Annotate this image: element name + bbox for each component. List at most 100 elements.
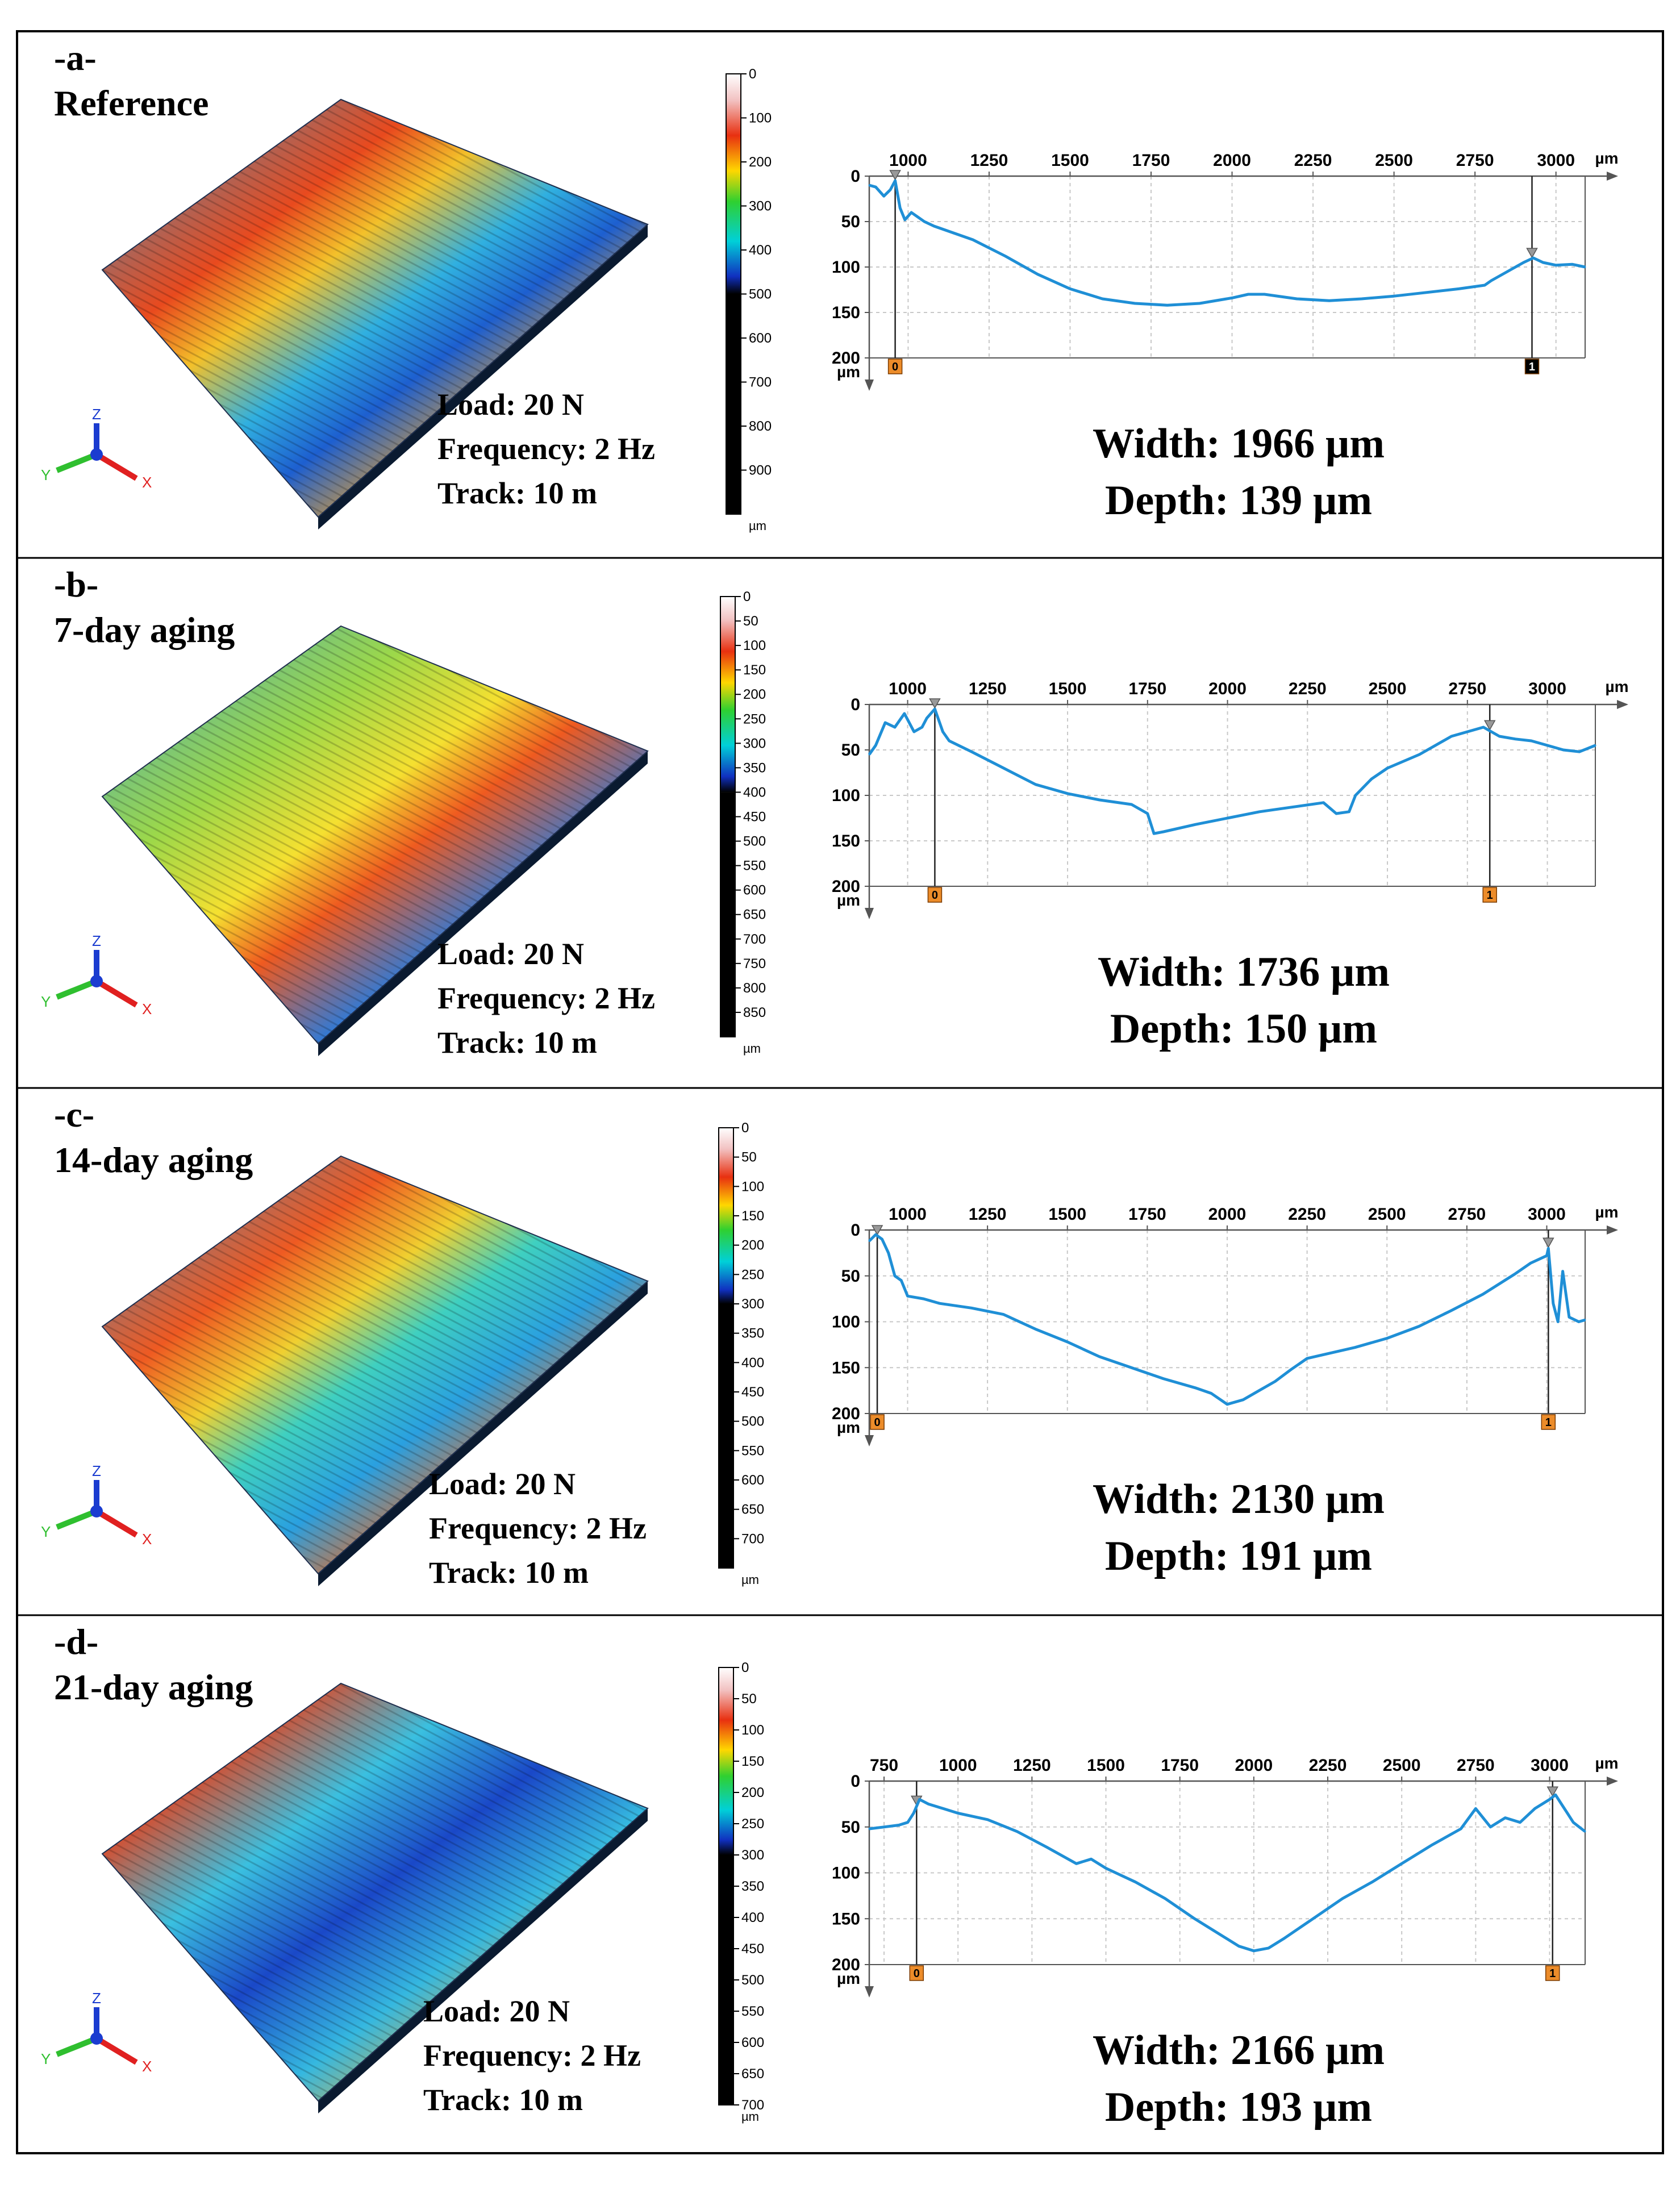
- panel-letter: -b-: [54, 564, 98, 604]
- surface-texture: [102, 1683, 648, 2101]
- profile-point: [1075, 1862, 1077, 1865]
- colorbar-tick-label: 50: [741, 1150, 757, 1165]
- profile-point: [1045, 1846, 1048, 1848]
- x-axis-arrowhead: [1617, 700, 1628, 709]
- colorbar-colored: [719, 1128, 733, 1304]
- axis-origin: [90, 1505, 103, 1517]
- test-parameter: Track: 10 m: [429, 1556, 589, 1590]
- colorbar-tick-label: 100: [741, 1179, 764, 1194]
- profile-point: [1162, 1378, 1164, 1380]
- profile-point: [1546, 744, 1549, 747]
- profile-point: [919, 1798, 921, 1800]
- y-tick-label: 0: [851, 1772, 860, 1791]
- colorbar-unit: µm: [749, 519, 766, 533]
- x-tick-label: 1500: [1048, 1205, 1086, 1224]
- profile-marker[interactable]: 1: [1541, 1230, 1556, 1430]
- profile-point: [1562, 1270, 1564, 1273]
- marker-badge-label: 0: [914, 1967, 920, 1980]
- colorbar-tick-label: 250: [741, 1816, 764, 1832]
- axis-origin: [90, 448, 103, 461]
- profile-point: [1529, 1262, 1532, 1264]
- colorbar-tick-label: 700: [743, 932, 766, 947]
- y-tick-label: 50: [841, 741, 860, 760]
- profile-point: [898, 1824, 900, 1827]
- surface-texture: [102, 1156, 648, 1574]
- profile-marker[interactable]: 1: [1482, 704, 1497, 903]
- panel-title: 21-day aging: [54, 1667, 253, 1707]
- colorbar-tick-label: 50: [743, 614, 758, 629]
- colorbar: 0 50 100 150 200 250 300 350 400 450 500 550 600 650 7…: [718, 1120, 764, 1587]
- profile-point: [1135, 1881, 1137, 1883]
- profile-point: [1489, 1826, 1491, 1828]
- marker-badge-label: 0: [892, 361, 898, 373]
- profile-point: [939, 1302, 941, 1304]
- z-axis-label: Z: [92, 932, 101, 949]
- profile-marker[interactable]: 0: [887, 170, 903, 374]
- y-axis-label: Y: [41, 2050, 51, 2067]
- y-axis-arrow: [56, 2036, 98, 2057]
- y-tick-label: 200: [832, 1955, 860, 1974]
- panel-letter: -c-: [54, 1094, 94, 1135]
- marker-triangle: [1543, 1237, 1554, 1248]
- x-axis-arrow: [95, 1508, 138, 1538]
- colorbar-tick-label: 200: [743, 687, 766, 702]
- colorbar-tick-label: 400: [749, 243, 772, 258]
- profile-point: [1584, 1319, 1586, 1321]
- y-tick-label: 150: [832, 303, 860, 322]
- surface-texture: [102, 99, 648, 517]
- marker-badge: [909, 1965, 924, 1981]
- x-tick-label: 1500: [1049, 679, 1087, 698]
- x-tick-label: 2500: [1369, 679, 1407, 698]
- x-tick-label: 1250: [1013, 1756, 1051, 1775]
- profile-point: [1282, 1938, 1285, 1940]
- profile-chart: 1000 1250 1500 1750 2000 2250 2500 2750 3000 µm05…: [832, 149, 1619, 391]
- profile-marker[interactable]: 0: [927, 698, 943, 903]
- profile-marker[interactable]: 1: [1545, 1781, 1560, 1981]
- panel-b: -b- 7-day aging Z Y X Load: 20 N Frequency: 2 …: [17, 557, 1663, 1060]
- colorbar-tick-label: 500: [743, 834, 766, 849]
- profile-marker[interactable]: 1: [1524, 176, 1540, 374]
- x-axis-label: X: [142, 2058, 152, 2075]
- colorbar-tick-label: 450: [743, 810, 766, 825]
- profile-chart: 1000 1250 1500 1750 2000 2250 2500 2750 3000 µm05…: [832, 1203, 1619, 1446]
- profile-point: [1514, 738, 1516, 740]
- profile-point: [1002, 1314, 1004, 1316]
- x-tick-label: 2000: [1213, 151, 1251, 170]
- depth-measurement: Depth: 150 µm: [1110, 1006, 1377, 1052]
- colorbar-tick-label: 600: [743, 883, 766, 898]
- profile-point: [1227, 817, 1229, 819]
- y-tick-label: 150: [832, 1909, 860, 1928]
- test-parameter: Track: 10 m: [437, 1025, 597, 1060]
- marker-badge-label: 1: [1487, 889, 1493, 902]
- profile-point: [933, 225, 935, 227]
- y-tick-label: 50: [841, 1818, 860, 1837]
- y-axis-arrowhead: [865, 1986, 874, 1998]
- profile-point: [1572, 1821, 1574, 1824]
- profile-point: [1258, 1390, 1260, 1392]
- profile-point: [874, 744, 877, 747]
- profile-point: [1555, 264, 1557, 266]
- profile-point: [1430, 1844, 1432, 1846]
- colorbar-tick-label: 400: [743, 785, 766, 800]
- y-tick-label: 100: [832, 1313, 860, 1332]
- colorbar-tick-label: 500: [741, 1973, 764, 1988]
- colorbar-tick-label: 200: [741, 1238, 764, 1253]
- profile-marker[interactable]: 0: [909, 1781, 924, 1981]
- marker-badge: [1482, 887, 1497, 903]
- colorbar-tick-label: 800: [743, 981, 766, 996]
- profile-point: [1554, 1794, 1557, 1796]
- surface-side: [318, 751, 648, 1056]
- profile-marker[interactable]: 0: [870, 1225, 885, 1430]
- x-tick-label: 2250: [1288, 1205, 1326, 1224]
- x-tick-label: 1750: [1161, 1756, 1199, 1775]
- marker-triangle: [871, 1225, 883, 1236]
- profile-point: [1274, 1380, 1276, 1382]
- axis-triad: Z Y X: [41, 932, 152, 1018]
- test-parameter: Load: 20 N: [423, 1994, 570, 2028]
- profile-point: [1306, 1357, 1308, 1360]
- figure-frame: [16, 30, 1664, 2154]
- colorbar-unit: µm: [741, 1573, 759, 1587]
- marker-badge: [1524, 358, 1540, 374]
- profile-point: [1386, 1337, 1388, 1340]
- y-axis-arrowhead: [865, 908, 874, 919]
